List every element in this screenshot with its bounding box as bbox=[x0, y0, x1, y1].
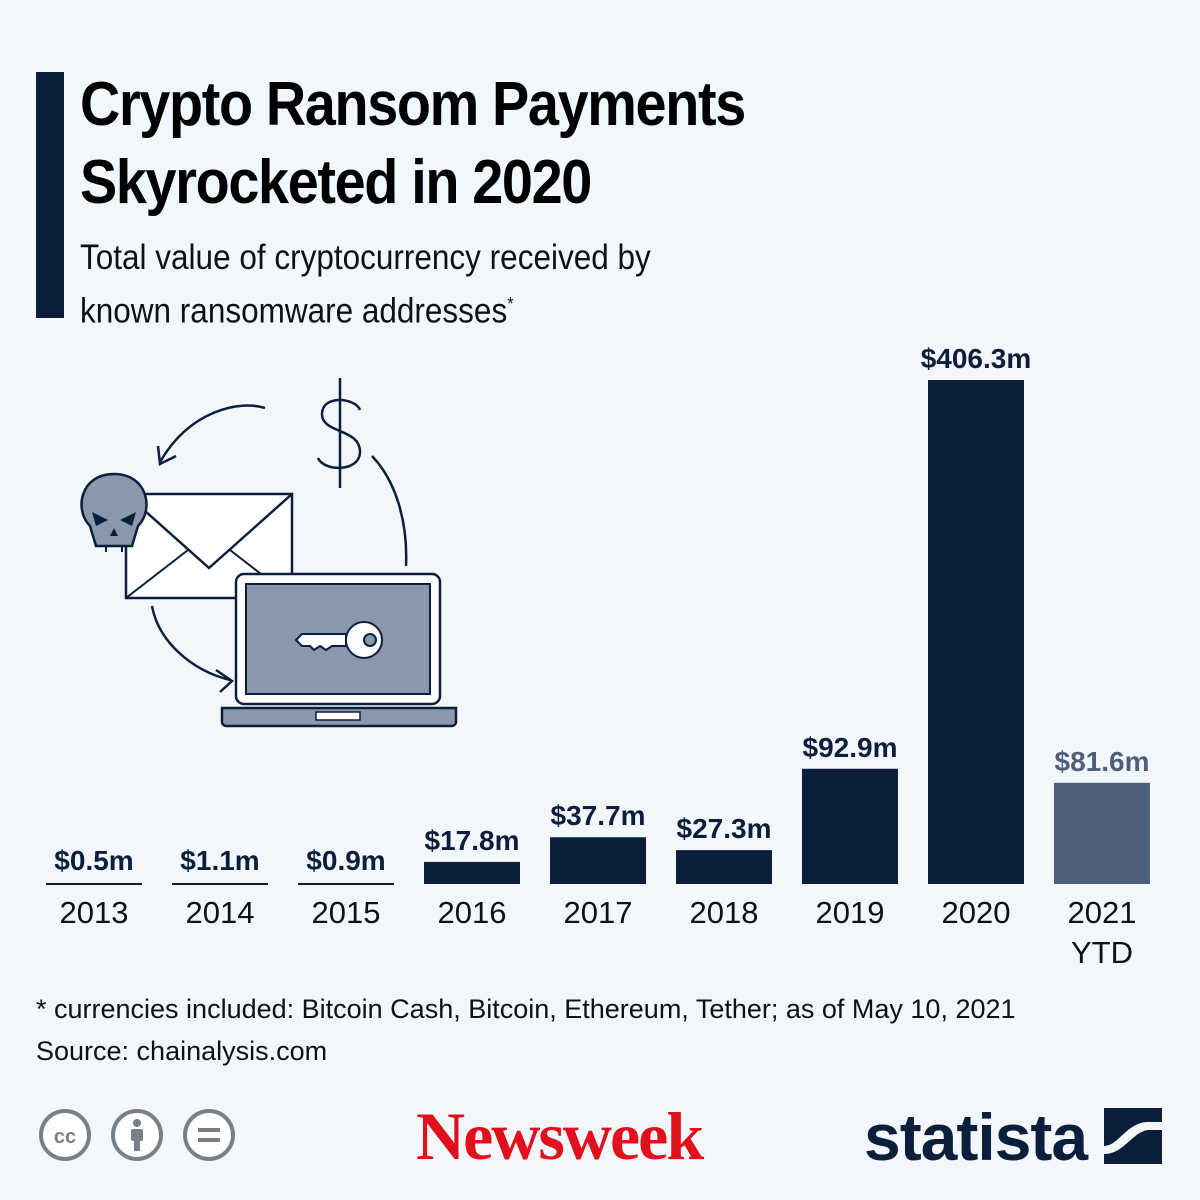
bar-5 bbox=[676, 850, 772, 884]
bar-value-label-8: $81.6m bbox=[1055, 746, 1150, 777]
x-tick-label-2: 2015 bbox=[312, 895, 381, 930]
bar-3 bbox=[424, 861, 520, 884]
source-note: Source: chainalysis.com bbox=[36, 1036, 328, 1066]
bar-value-label-1: $1.1m bbox=[180, 845, 259, 876]
subtitle-line-1: Total value of cryptocurrency received b… bbox=[80, 238, 651, 277]
bar-8 bbox=[1054, 782, 1150, 884]
cycle-arrows-icon bbox=[150, 404, 408, 693]
x-tick-label-1: 2014 bbox=[186, 895, 255, 930]
chart-subtitle: Total value of cryptocurrency received b… bbox=[80, 235, 764, 335]
bar-value-label-0: $0.5m bbox=[54, 845, 133, 876]
laptop-icon bbox=[220, 572, 458, 728]
x-tick-label-5: 2018 bbox=[690, 895, 759, 930]
bar-4 bbox=[550, 837, 646, 884]
bar-value-label-3: $17.8m bbox=[425, 825, 520, 856]
cc-icon[interactable]: cc bbox=[38, 1108, 92, 1162]
x-tick-label-8-1: YTD bbox=[1071, 935, 1133, 970]
title-line-1: Crypto Ransom Payments bbox=[80, 70, 746, 139]
x-tick-label-3: 2016 bbox=[438, 895, 507, 930]
subtitle-footnote-marker: * bbox=[507, 294, 514, 314]
bar-value-label-4: $37.7m bbox=[551, 800, 646, 831]
bar-value-label-2: $0.9m bbox=[306, 845, 385, 876]
bar-6 bbox=[802, 768, 898, 884]
x-tick-label-0: 2013 bbox=[60, 895, 129, 930]
attribution-icon[interactable] bbox=[110, 1108, 164, 1162]
x-tick-label-8-0: 2021 bbox=[1068, 895, 1137, 930]
bar-7 bbox=[928, 380, 1024, 884]
title-line-2: Skyrocketed in 2020 bbox=[80, 148, 592, 217]
x-tick-label-7: 2020 bbox=[942, 895, 1011, 930]
footnote: * currencies included: Bitcoin Cash, Bit… bbox=[36, 994, 1016, 1024]
bar-chart: $0.5m 2013 $1.1m 2014 $0.9m 2015 $17.8m 2016 $37… bbox=[46, 343, 1150, 970]
ransomware-illustration bbox=[80, 378, 458, 728]
svg-text:cc: cc bbox=[54, 1126, 76, 1148]
bar-value-label-5: $27.3m bbox=[677, 813, 772, 844]
statista-logo[interactable]: statista bbox=[864, 1100, 1088, 1174]
x-tick-label-6: 2019 bbox=[816, 895, 885, 930]
bar-value-label-6: $92.9m bbox=[803, 732, 898, 763]
newsweek-logo[interactable]: Newsweek bbox=[416, 1098, 704, 1174]
statista-mark-icon bbox=[1104, 1108, 1162, 1164]
skull-icon bbox=[80, 472, 148, 552]
chart-title: Crypto Ransom Payments Skyrocketed in 20… bbox=[80, 66, 980, 222]
no-derivatives-icon[interactable] bbox=[182, 1108, 236, 1162]
key-icon bbox=[294, 621, 383, 659]
bar-value-label-7: $406.3m bbox=[921, 343, 1032, 374]
dollar-icon bbox=[316, 378, 362, 488]
title-accent-bar bbox=[36, 72, 64, 318]
bars-layer: $0.5m 2013 $1.1m 2014 $0.9m 2015 $17.8m 2016 $37… bbox=[46, 343, 1150, 970]
subtitle-line-2: known ransomware addresses bbox=[80, 291, 508, 331]
x-tick-label-4: 2017 bbox=[564, 895, 633, 930]
